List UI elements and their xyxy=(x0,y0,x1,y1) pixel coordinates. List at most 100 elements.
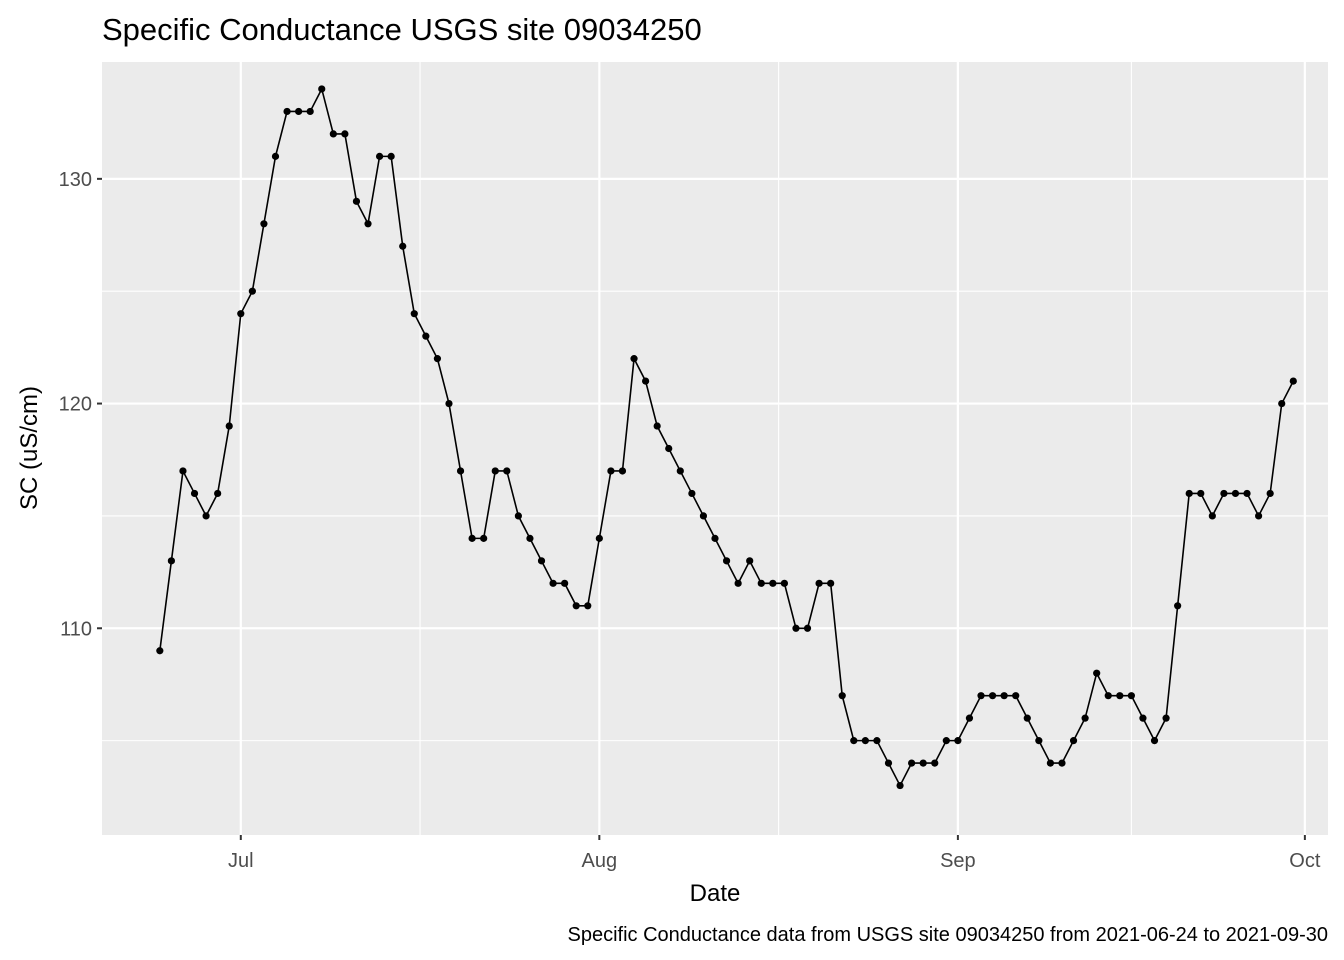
data-point xyxy=(1231,489,1240,498)
data-point xyxy=(1012,692,1020,700)
data-point xyxy=(491,467,499,475)
data-point xyxy=(734,579,742,587)
data-point xyxy=(1035,737,1043,745)
chart-caption: Specific Conductance data from USGS site… xyxy=(568,924,1328,946)
data-point xyxy=(283,107,291,116)
data-point xyxy=(179,467,187,475)
data-point xyxy=(942,737,950,745)
data-point xyxy=(780,579,789,587)
data-point xyxy=(1162,714,1170,722)
data-point xyxy=(295,107,303,116)
data-point xyxy=(688,489,696,498)
data-point xyxy=(572,602,580,610)
data-point xyxy=(861,737,869,745)
data-point xyxy=(1104,692,1112,700)
data-point xyxy=(1174,602,1182,610)
data-point xyxy=(1208,512,1216,520)
data-point xyxy=(919,759,927,767)
y-tick-label: 120 xyxy=(59,394,92,416)
data-point xyxy=(1278,399,1286,408)
data-point xyxy=(1243,489,1251,498)
data-point xyxy=(364,220,372,228)
data-point xyxy=(480,534,488,542)
data-point xyxy=(468,534,476,542)
data-point xyxy=(549,579,557,587)
data-point xyxy=(653,422,661,430)
data-point xyxy=(1197,489,1205,498)
data-point xyxy=(838,692,846,700)
data-point xyxy=(676,467,684,475)
data-point xyxy=(1139,714,1147,722)
data-point xyxy=(618,467,627,475)
x-tick-label: Oct xyxy=(1289,850,1321,872)
y-tick-label: 110 xyxy=(60,618,92,640)
data-point xyxy=(769,579,777,587)
data-point xyxy=(225,422,233,430)
data-point xyxy=(271,152,280,160)
data-point xyxy=(387,152,395,160)
data-point xyxy=(595,534,603,542)
data-point xyxy=(248,287,256,295)
x-axis-title: Date xyxy=(690,880,741,907)
data-point xyxy=(329,130,337,138)
data-point xyxy=(746,557,754,565)
data-point xyxy=(156,647,164,655)
data-point xyxy=(445,399,453,408)
data-point xyxy=(988,692,997,700)
data-point xyxy=(433,355,442,363)
data-point xyxy=(1023,714,1031,722)
data-point xyxy=(884,759,893,767)
data-point xyxy=(1116,692,1124,700)
x-tick-label: Aug xyxy=(582,850,618,872)
data-point xyxy=(1093,669,1101,677)
data-point xyxy=(873,737,881,745)
data-points xyxy=(156,85,1297,790)
data-point xyxy=(757,579,765,587)
data-point xyxy=(665,444,673,453)
data-point xyxy=(456,467,465,475)
data-point xyxy=(503,467,511,475)
data-point xyxy=(399,242,407,250)
minor-gridlines xyxy=(102,62,1328,835)
data-point xyxy=(1150,737,1159,745)
data-point xyxy=(722,557,731,565)
data-point xyxy=(803,624,812,632)
data-point xyxy=(965,714,974,722)
data-point xyxy=(931,759,939,767)
data-point xyxy=(850,737,858,745)
data-point xyxy=(815,579,823,587)
x-tick-label: Jul xyxy=(228,850,254,872)
data-point xyxy=(341,130,349,138)
data-point xyxy=(167,557,175,565)
major-gridlines xyxy=(102,62,1328,835)
data-point xyxy=(526,534,534,542)
data-point xyxy=(237,310,245,318)
data-point xyxy=(561,579,569,587)
data-point xyxy=(202,512,210,520)
data-point xyxy=(1255,512,1263,520)
data-point xyxy=(711,534,719,542)
data-point xyxy=(1069,737,1078,745)
y-tick-label: 130 xyxy=(59,169,92,191)
plot-panel xyxy=(102,62,1328,835)
data-point xyxy=(642,377,650,385)
data-point xyxy=(1220,489,1228,498)
x-tick-label: Sep xyxy=(940,850,976,872)
data-point xyxy=(1046,759,1055,767)
data-point xyxy=(607,467,615,475)
data-point xyxy=(1000,692,1008,700)
x-axis: Jul Aug Sep Oct xyxy=(228,835,1321,872)
data-point xyxy=(908,759,916,767)
data-point xyxy=(630,355,638,363)
data-point xyxy=(1058,759,1066,767)
data-point xyxy=(699,512,708,520)
data-point xyxy=(792,624,800,632)
data-point xyxy=(1081,714,1089,722)
data-point xyxy=(422,332,430,340)
data-point xyxy=(410,310,418,318)
data-point xyxy=(214,489,222,498)
data-point xyxy=(896,781,904,790)
data-point xyxy=(827,579,835,587)
data-point xyxy=(954,737,962,745)
